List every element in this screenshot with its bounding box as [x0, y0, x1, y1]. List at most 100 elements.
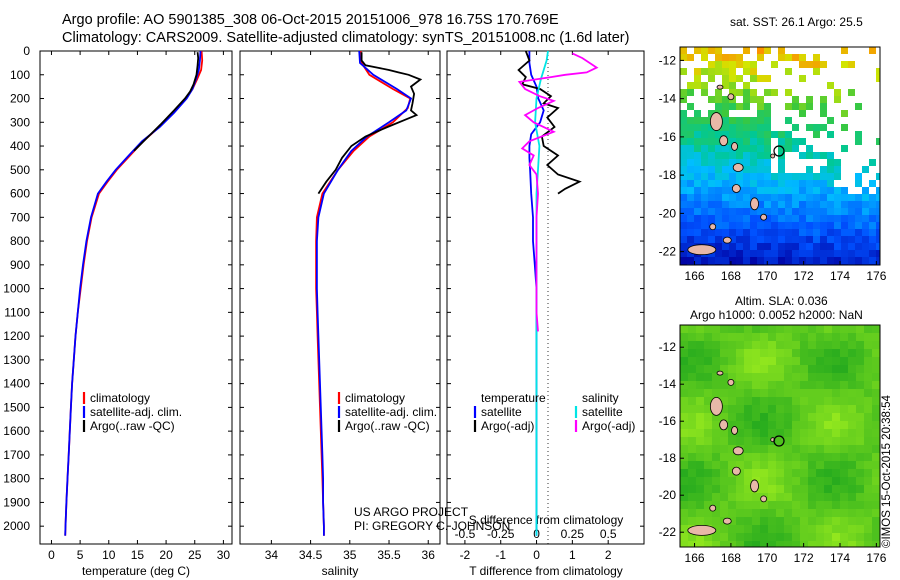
sst-cell [743, 222, 750, 229]
sst-cell [778, 229, 785, 236]
depth-tick-label: 1600 [3, 424, 30, 438]
sla-cell [720, 397, 728, 405]
sla-cell [688, 541, 696, 547]
sst-cell [778, 201, 785, 208]
sla-cell [840, 493, 848, 501]
sla-cell [736, 485, 744, 493]
sla-cell [712, 325, 720, 333]
sst-cell [715, 215, 722, 222]
sst-cell [694, 124, 701, 131]
sst-cell [785, 103, 792, 110]
depth-tick-label: 100 [10, 68, 30, 82]
sst-cell [813, 54, 820, 61]
sla-cell [856, 413, 864, 421]
sst-cell [715, 61, 722, 68]
sst-cell [771, 173, 778, 180]
sst-cell [680, 166, 687, 173]
sst-cell [750, 257, 757, 264]
sst-cell [743, 124, 750, 131]
map-lon-label: 174 [830, 551, 850, 565]
sla-cell [800, 389, 808, 397]
sst-cell [799, 138, 806, 145]
sst-cell [715, 173, 722, 180]
sla-cell [816, 541, 824, 547]
map-lat-label: -16 [659, 130, 677, 144]
sla-cell [736, 533, 744, 541]
sla-cell [856, 397, 864, 405]
sla-cell [864, 477, 872, 485]
sla-cell [768, 349, 776, 357]
sla-cell [712, 341, 720, 349]
sst-cell [778, 243, 785, 250]
sla-cell [784, 341, 792, 349]
sla-cell [728, 477, 736, 485]
sst-cell [722, 229, 729, 236]
depth-tick-label: 1700 [3, 448, 30, 462]
sla-cell [792, 421, 800, 429]
sla-cell [688, 373, 696, 381]
sla-cell [832, 373, 840, 381]
sst-cell [743, 208, 750, 215]
sst-cell [848, 208, 855, 215]
sla-cell [720, 493, 728, 501]
sla-cell [744, 373, 752, 381]
map-lat-label: -12 [659, 340, 677, 354]
sla-cell [872, 381, 880, 389]
sla-cell [856, 469, 864, 477]
sla-cell [784, 421, 792, 429]
sla-cell [768, 413, 776, 421]
sla-cell [720, 357, 728, 365]
sst-cell [785, 194, 792, 201]
sst-cell [701, 173, 708, 180]
sst-cell [862, 215, 869, 222]
sst-cell [708, 138, 715, 145]
sst-cell [827, 215, 834, 222]
sla-cell [736, 341, 744, 349]
sla-cell [864, 349, 872, 357]
sla-cell [760, 333, 768, 341]
sla-cell [776, 533, 784, 541]
temperature-tick-label: 25 [188, 548, 202, 562]
sst-cell [813, 152, 820, 159]
sla-cell [744, 477, 752, 485]
sst-cell [764, 222, 771, 229]
sla-cell [856, 381, 864, 389]
sst-cell [792, 229, 799, 236]
sst-cell [827, 208, 834, 215]
map-lat-label: -20 [659, 206, 677, 220]
sla-cell [736, 429, 744, 437]
sst-cell [799, 243, 806, 250]
sla-cell [856, 325, 864, 333]
sla-cell [800, 421, 808, 429]
sst-cell [729, 138, 736, 145]
sst-cell [722, 173, 729, 180]
sla-cell [840, 501, 848, 509]
sst-cell [841, 145, 848, 152]
sla-cell [728, 413, 736, 421]
sla-cell [784, 389, 792, 397]
sla-cell [736, 333, 744, 341]
sla-cell [752, 501, 760, 509]
sla-cell [736, 525, 744, 533]
sla-cell [784, 437, 792, 445]
sst-cell [785, 180, 792, 187]
sla-cell [832, 389, 840, 397]
sst-cell [764, 194, 771, 201]
sst-cell [799, 236, 806, 243]
sst-cell [750, 89, 757, 96]
sst-cell [841, 47, 848, 54]
series-line-satellite-adj-clim- [316, 50, 413, 536]
sla-cell [704, 453, 712, 461]
sla-cell [832, 421, 840, 429]
sla-cell [784, 397, 792, 405]
sla-cell [840, 461, 848, 469]
sst-cell [876, 222, 880, 229]
sst-cell [869, 47, 876, 54]
sst-cell [750, 61, 757, 68]
sla-cell [864, 501, 872, 509]
island [709, 223, 717, 231]
sla-cell [792, 325, 800, 333]
sla-cell [848, 325, 856, 333]
island [727, 378, 735, 386]
sst-cell [792, 96, 799, 103]
